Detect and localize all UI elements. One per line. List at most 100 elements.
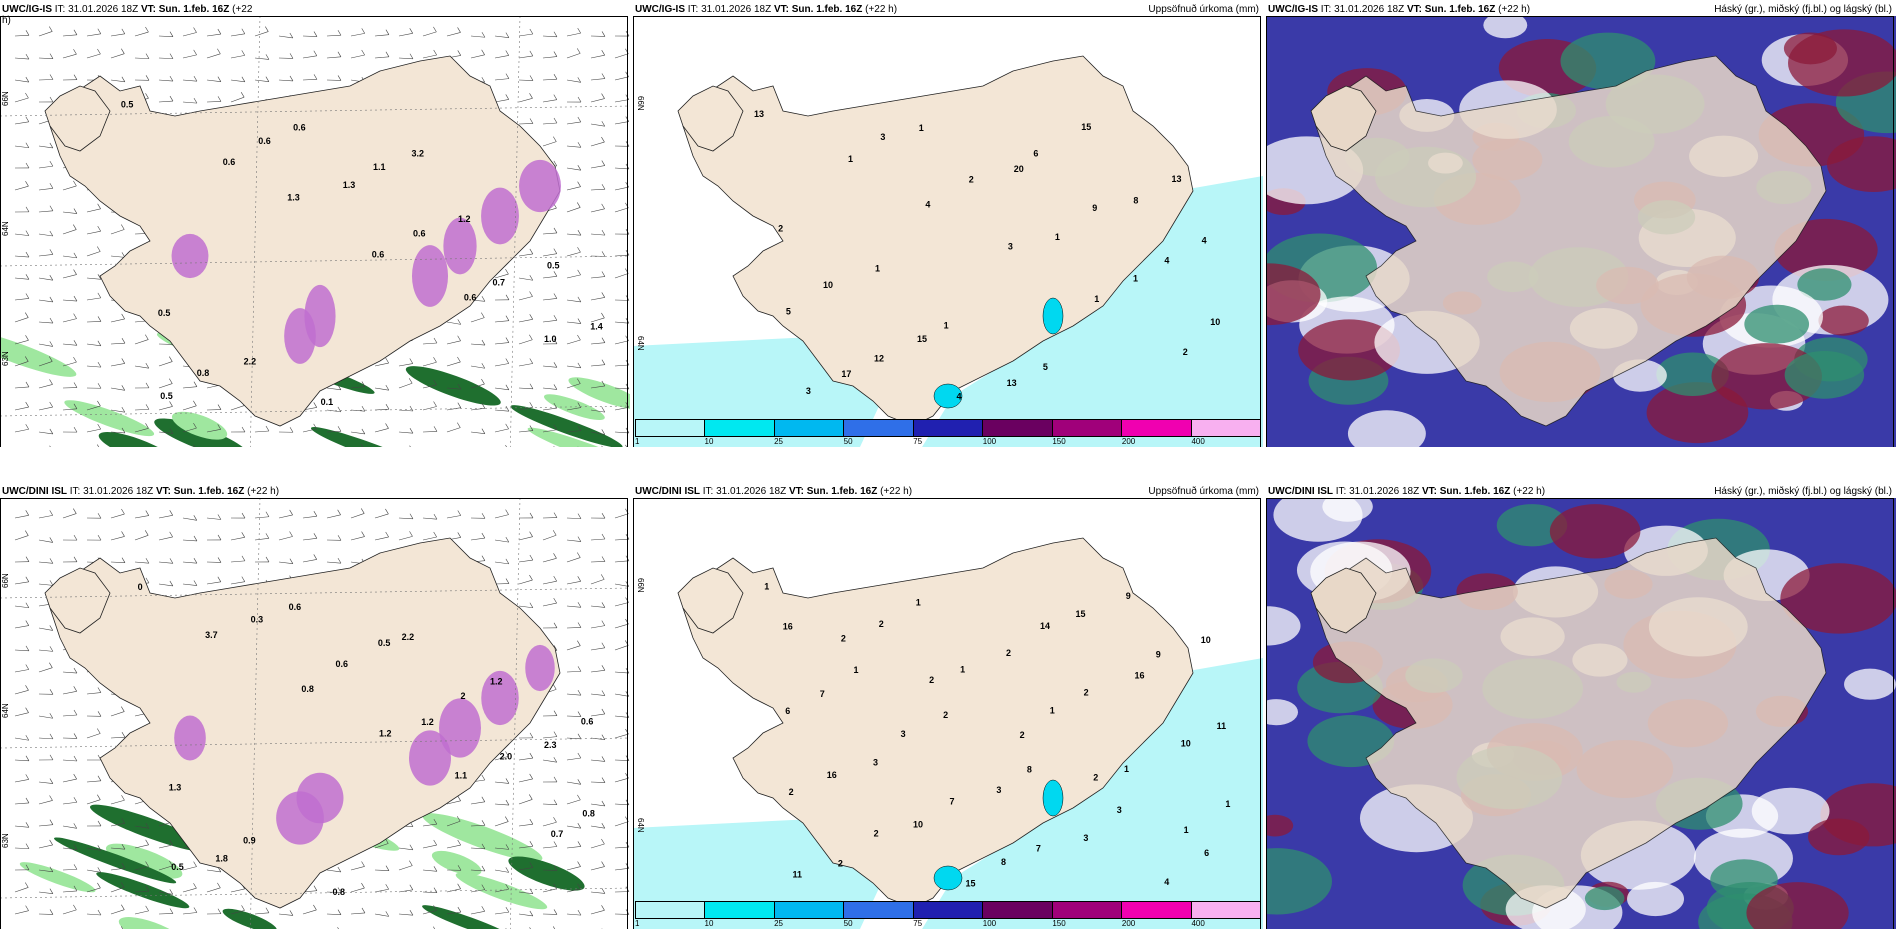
wind-barb xyxy=(14,779,29,783)
value-label: 0.6 xyxy=(581,717,594,727)
cloud-blob xyxy=(1496,504,1568,547)
wind-barb xyxy=(433,866,438,872)
wind-barb xyxy=(470,365,485,369)
precip-streak xyxy=(527,427,630,447)
wind-barb xyxy=(158,79,173,82)
wind-barb xyxy=(38,781,53,784)
map-canvas xyxy=(1266,11,1896,447)
cloud-blob xyxy=(1266,263,1321,326)
wind-barb xyxy=(553,865,558,871)
wind-barb xyxy=(505,406,510,412)
value-label: 1.4 xyxy=(590,321,603,331)
wind-barb xyxy=(73,885,78,892)
colorbar-labels: 1 10 25 50 75 100 150 200 400 xyxy=(635,437,1261,447)
wind-barb xyxy=(601,756,606,762)
wind-barb xyxy=(385,423,389,429)
wind-barb xyxy=(110,867,125,871)
wind-barb xyxy=(494,55,509,59)
wind-barb xyxy=(457,839,461,846)
wind-barb xyxy=(169,531,173,538)
valid-time: Sun. 1.feb. 16Z xyxy=(791,4,863,15)
wind-barb xyxy=(577,77,582,83)
wind-barb xyxy=(553,553,557,559)
wind-barb xyxy=(374,428,389,433)
wind-barb xyxy=(169,510,173,516)
wind-barb xyxy=(230,560,245,563)
wind-barb xyxy=(601,734,606,740)
wind-barb xyxy=(14,298,29,301)
wind-barb xyxy=(577,602,582,608)
wind-barb xyxy=(601,620,606,626)
model-name: UWC/IG-IS xyxy=(1268,4,1318,15)
wind-barb xyxy=(14,535,29,541)
cloud-blob xyxy=(1656,352,1729,397)
wind-barb xyxy=(302,55,317,59)
lead-time: (+22 h) xyxy=(880,486,913,497)
wind-barb xyxy=(121,732,126,738)
wind-barb xyxy=(422,31,437,37)
wind-barb xyxy=(134,890,149,893)
wind-barb xyxy=(518,277,533,281)
wind-barb xyxy=(182,405,197,411)
wind-barb xyxy=(134,535,149,541)
value-label: 0.7 xyxy=(551,829,564,839)
wind-barb xyxy=(518,79,534,81)
wind-barb xyxy=(590,561,606,563)
colorbar-segment xyxy=(1191,902,1260,918)
colorbar-tick-label: 25 xyxy=(774,437,784,446)
wind-barb xyxy=(601,905,605,911)
wind-barb xyxy=(265,533,270,539)
value-label: 2 xyxy=(1020,730,1025,740)
wind-barb xyxy=(134,409,149,411)
panel-header: UWC/IG-IS IT: 31.01.2026 18Z VT: Sun. 1.… xyxy=(1268,4,1530,15)
wind-barb xyxy=(422,869,437,872)
wind-barb xyxy=(14,386,29,389)
wind-barb xyxy=(361,405,366,412)
valid-label: VT: xyxy=(788,486,804,497)
colorbar-segment xyxy=(844,420,914,436)
wind-barb xyxy=(601,93,605,99)
wind-barb xyxy=(542,736,557,739)
wind-barb xyxy=(553,338,558,344)
wind-barb xyxy=(14,406,29,411)
wind-barb xyxy=(446,340,461,345)
wind-barb xyxy=(505,558,510,565)
wind-barb xyxy=(121,508,125,515)
value-label: 10 xyxy=(823,280,833,290)
value-label: 15 xyxy=(1081,122,1091,132)
precip-streak xyxy=(64,400,155,437)
precip-streak xyxy=(0,329,77,377)
value-label: 0.5 xyxy=(121,100,134,110)
wind-barb xyxy=(96,728,101,734)
wind-barb xyxy=(145,885,150,892)
wind-barb xyxy=(566,799,581,805)
lat-label: 66N xyxy=(1,91,10,106)
wind-barb xyxy=(73,556,78,562)
wind-barb xyxy=(62,229,77,235)
wind-barb xyxy=(529,93,533,99)
value-label: 8 xyxy=(1027,764,1032,774)
wind-barb xyxy=(158,361,173,367)
wind-barb xyxy=(193,381,198,387)
wind-barb xyxy=(529,910,534,917)
lat-label: 64N xyxy=(636,818,645,833)
wind-barb xyxy=(529,574,533,581)
wind-barb xyxy=(398,536,413,541)
wind-barb xyxy=(182,912,197,915)
wind-barb xyxy=(193,535,198,542)
wind-barb xyxy=(566,781,581,785)
wind-barb xyxy=(470,847,485,850)
wind-barb xyxy=(121,48,125,54)
wind-barb xyxy=(518,253,533,257)
wind-barb xyxy=(433,49,437,56)
wind-barb xyxy=(25,230,30,236)
wind-barb xyxy=(385,404,390,410)
wind-barb xyxy=(193,861,197,867)
wind-barb xyxy=(302,79,317,81)
wind-barb xyxy=(25,864,30,870)
wind-barb xyxy=(529,862,534,868)
value-label: 1 xyxy=(1050,706,1055,716)
graticule-line xyxy=(250,15,261,447)
valid-label: VT: xyxy=(1421,486,1437,497)
wind-barb xyxy=(217,76,222,82)
